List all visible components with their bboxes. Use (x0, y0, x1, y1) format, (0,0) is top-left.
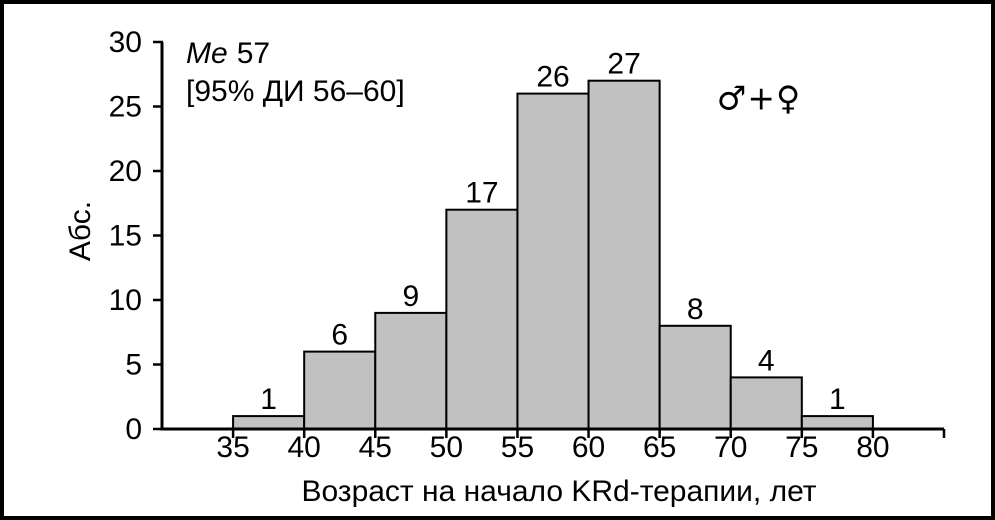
x-tick-label: 75 (785, 431, 818, 464)
histogram-bar (232, 415, 306, 431)
bar-value-label: 1 (829, 383, 846, 416)
y-tick-label: 15 (109, 220, 142, 253)
confidence-interval-label: [95% ДИ 56–60] (186, 75, 405, 108)
x-tick-label: 65 (643, 431, 676, 464)
y-tick-label: 10 (109, 284, 142, 317)
bar-value-label: 17 (465, 177, 498, 210)
histogram-plot: 1 6 9 17 26 27 8 4 1 35 40 45 50 55 60 65 70 75 80 0 5 10 15 20… (109, 26, 946, 464)
y-tick-label: 20 (109, 155, 142, 188)
x-tick-label: 50 (430, 431, 463, 464)
x-tick-label: 55 (501, 431, 534, 464)
median-line: Me 57 (186, 35, 405, 73)
median-annotation: Me 57 [95% ДИ 56–60] (186, 35, 405, 111)
bar-value-label: 4 (758, 344, 775, 377)
histogram-bar (303, 350, 377, 431)
bar-value-label: 9 (402, 280, 419, 313)
bar-value-label: 8 (687, 293, 704, 326)
x-tick-label: 80 (856, 431, 889, 464)
x-tick-label: 70 (714, 431, 747, 464)
x-tick-label: 40 (287, 431, 320, 464)
y-axis-label: Абс. (64, 200, 97, 262)
histogram-bar (800, 415, 874, 431)
x-tick-label: 60 (572, 431, 605, 464)
male-female-symbols: ♂+♀ (716, 78, 802, 118)
x-axis-label: Возраст на начало KRd-терапии, лет (301, 475, 817, 508)
bar-value-label: 1 (260, 383, 277, 416)
histogram-bar (374, 311, 448, 430)
y-tick-label: 30 (109, 26, 142, 59)
y-tick-label: 0 (125, 413, 142, 446)
median-label: Me (186, 37, 228, 70)
bar-value-label: 27 (607, 48, 640, 81)
histogram-bar (516, 92, 590, 430)
median-value: 57 (236, 37, 271, 70)
histogram-bar (587, 79, 661, 430)
x-tick-label: 45 (359, 431, 392, 464)
x-tick-label: 35 (216, 431, 249, 464)
bar-value-label: 6 (331, 319, 348, 352)
histogram-bar (658, 324, 732, 430)
y-tick-label: 25 (109, 91, 142, 124)
histogram-bar (445, 208, 519, 430)
histogram-bar (729, 376, 803, 430)
bar-value-label: 26 (536, 61, 569, 94)
y-tick-label: 5 (125, 349, 142, 382)
